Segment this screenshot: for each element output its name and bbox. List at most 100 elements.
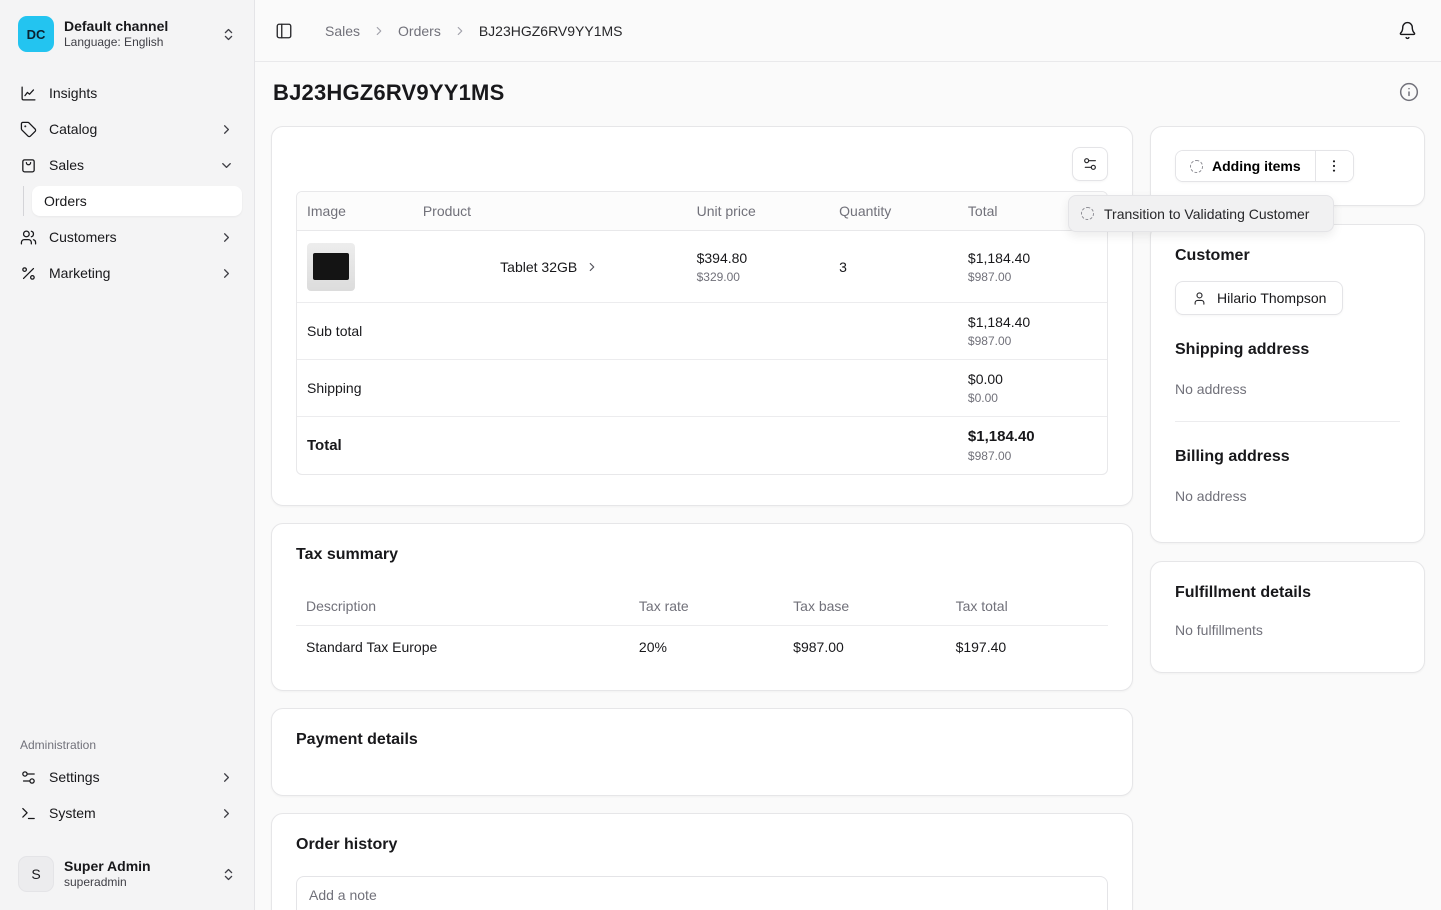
fulfillment-details-title: Fulfillment details <box>1175 584 1312 601</box>
billing-address-title: Billing address <box>1175 448 1290 465</box>
divider <box>1175 421 1400 422</box>
chart-icon <box>20 85 37 102</box>
customer-link-button[interactable]: Hilario Thompson <box>1175 281 1344 315</box>
payment-details-title: Payment details <box>296 731 418 748</box>
sidebar-item-sales[interactable]: Sales <box>12 150 242 180</box>
chevron-right-icon <box>219 122 234 137</box>
chevron-right-icon <box>219 770 234 785</box>
sidebar-item-settings[interactable]: Settings <box>12 762 242 792</box>
shipping-row: Shipping $0.00 $0.00 <box>297 360 1107 417</box>
column-header-description: Description <box>296 586 629 626</box>
subtotal-value: $1,184.40 <box>967 314 1031 330</box>
sidebar-item-system[interactable]: System <box>12 798 242 828</box>
sidebar-item-insights[interactable]: Insights <box>12 78 242 108</box>
chevron-right-icon <box>372 24 386 38</box>
sidebar-toggle-button[interactable] <box>271 18 297 44</box>
order-state-button[interactable]: Adding items <box>1176 151 1315 181</box>
terminal-icon <box>20 805 37 822</box>
shipping-label: Shipping <box>307 380 362 396</box>
sidebar-item-customers[interactable]: Customers <box>12 222 242 252</box>
chevrons-up-down-icon <box>221 27 236 42</box>
sidebar-item-marketing[interactable]: Marketing <box>12 258 242 288</box>
tax-total: $197.40 <box>955 639 1007 655</box>
sidebar-item-label: Catalog <box>49 121 98 137</box>
column-header-tax-base: Tax base <box>783 586 946 626</box>
admin-nav: Settings System <box>12 762 242 828</box>
user-username: superadmin <box>64 875 127 890</box>
info-button[interactable] <box>1399 82 1421 104</box>
product-image <box>307 242 355 291</box>
customer-title: Customer <box>1175 247 1250 264</box>
unit-price-secondary: $329.00 <box>696 269 740 284</box>
sliders-icon <box>1082 156 1098 172</box>
channel-switcher[interactable]: DC Default channel Language: English <box>12 8 242 60</box>
page-content: BJ23HGZ6RV9YY1MS <box>255 62 1441 910</box>
unit-price: $394.80 <box>696 249 748 266</box>
column-header-product: Product <box>422 203 472 219</box>
order-lines-card: Image Product Unit price Quantity Total <box>271 126 1133 506</box>
column-header-quantity: Quantity <box>839 203 892 219</box>
channel-avatar: DC <box>18 16 54 52</box>
chevron-right-icon <box>585 260 599 274</box>
quantity: 3 <box>839 258 847 275</box>
total-value: $1,184.40 <box>967 428 1035 445</box>
users-icon <box>20 229 37 246</box>
sidebar-item-label: System <box>49 805 96 821</box>
order-history-card: Order history <box>271 813 1133 910</box>
user-avatar: S <box>18 856 54 892</box>
kebab-menu-icon <box>1326 158 1342 174</box>
order-state-label: Adding items <box>1212 158 1301 174</box>
sidebar-item-orders[interactable]: Orders <box>32 186 242 216</box>
sidebar-item-label: Orders <box>44 193 87 209</box>
tax-summary-table: Description Tax rate Tax base Tax total … <box>296 586 1108 668</box>
column-header-unit-price: Unit price <box>696 203 756 219</box>
chevron-right-icon <box>219 806 234 821</box>
chevron-right-icon <box>219 230 234 245</box>
breadcrumb-orders[interactable]: Orders <box>398 22 441 39</box>
sidebar-nav: Insights Catalog Sales <box>12 78 242 288</box>
chevron-right-icon <box>219 266 234 281</box>
panel-left-icon <box>275 22 293 40</box>
table-header-row: Description Tax rate Tax base Tax total <box>296 586 1108 626</box>
sidebar-item-catalog[interactable]: Catalog <box>12 114 242 144</box>
order-actions-menu-button[interactable] <box>1314 151 1353 181</box>
column-header-tax-rate: Tax rate <box>628 586 784 626</box>
order-line-row: Tablet 32GB $394.80 $329.00 <box>297 231 1107 303</box>
shopping-bag-icon <box>20 157 37 174</box>
billing-address-value: No address <box>1175 488 1247 504</box>
chevrons-up-down-icon <box>221 867 236 882</box>
tax-base: $987.00 <box>793 639 844 655</box>
channel-language: Language: English <box>64 35 164 50</box>
add-note-input[interactable] <box>309 887 1095 903</box>
topbar: Sales Orders BJ23HGZ6RV9YY1MS <box>255 0 1441 62</box>
column-header-image: Image <box>307 203 346 219</box>
product-link[interactable]: Tablet 32GB <box>500 259 599 275</box>
channel-name: Default channel <box>64 17 169 34</box>
column-header-total: Total <box>967 203 998 219</box>
notifications-button[interactable] <box>1393 17 1421 45</box>
order-history-title: Order history <box>296 836 398 853</box>
shipping-value: $0.00 <box>967 371 1003 387</box>
customer-name: Hilario Thompson <box>1217 290 1327 306</box>
shipping-secondary: $0.00 <box>967 391 998 405</box>
table-settings-button[interactable] <box>1072 147 1108 181</box>
state-dashed-circle-icon <box>1190 159 1203 173</box>
user-icon <box>1192 291 1207 306</box>
menu-item-label: Transition to Validating Customer <box>1104 205 1310 222</box>
tags-icon <box>20 121 37 138</box>
tax-description: Standard Tax Europe <box>306 639 438 655</box>
main-area: Sales Orders BJ23HGZ6RV9YY1MS BJ23HGZ6RV… <box>255 0 1441 910</box>
fulfillment-empty-state: No fulfillments <box>1175 622 1263 638</box>
breadcrumb-sales[interactable]: Sales <box>325 22 361 39</box>
state-transition-menu-item[interactable]: Transition to Validating Customer <box>1068 195 1334 232</box>
line-total-secondary: $987.00 <box>967 269 1012 284</box>
user-menu[interactable]: S Super Admin superadmin <box>12 850 242 898</box>
breadcrumb-current: BJ23HGZ6RV9YY1MS <box>478 22 623 39</box>
fulfillment-details-card: Fulfillment details No fulfillments <box>1150 561 1425 673</box>
sidebar-item-label: Sales <box>49 157 85 173</box>
total-label: Total <box>307 437 342 454</box>
state-dashed-circle-icon <box>1081 207 1094 220</box>
chevron-right-icon <box>453 24 467 38</box>
product-name: Tablet 32GB <box>500 258 578 275</box>
